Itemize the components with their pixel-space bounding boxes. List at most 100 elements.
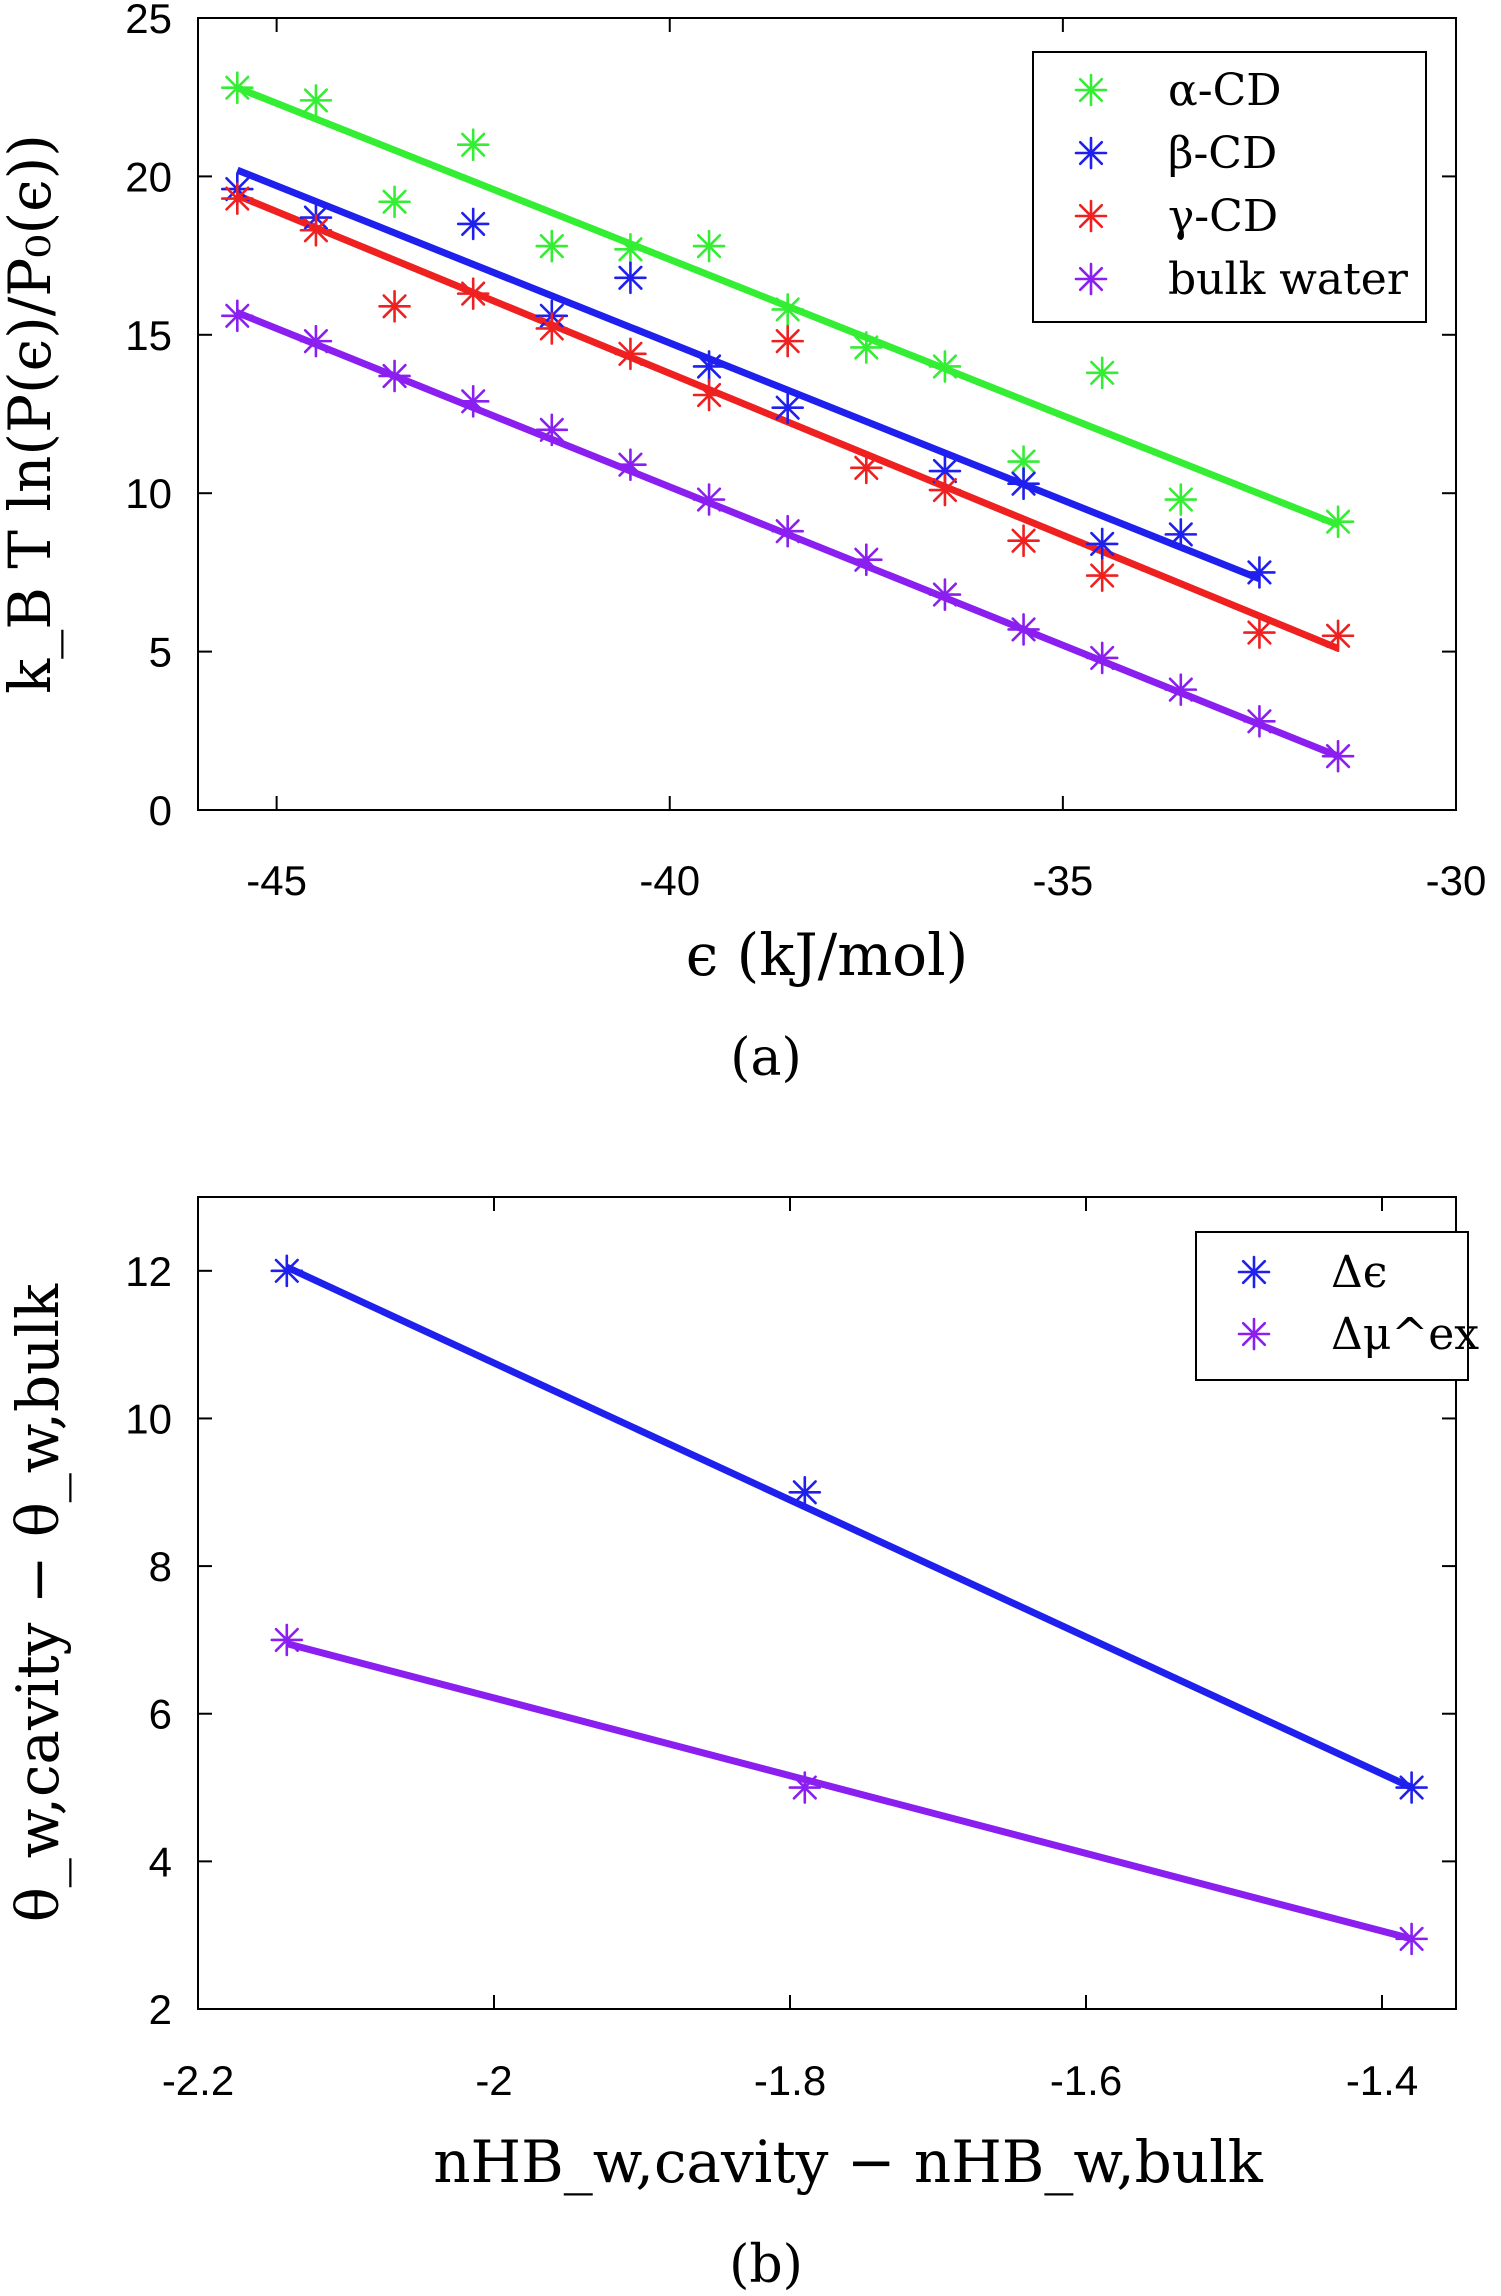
y-axis-label: k_B T ln(P(ϵ)/P₀(ϵ)) <box>0 134 64 694</box>
data-point <box>692 350 726 383</box>
data-point <box>1395 1922 1428 1956</box>
data-point <box>378 289 411 323</box>
data-point <box>1007 524 1040 558</box>
data-point <box>1243 556 1276 589</box>
caption-b: (b) <box>729 2235 803 2295</box>
data-point <box>928 350 962 383</box>
data-point <box>1085 641 1119 675</box>
data-point <box>270 1623 304 1657</box>
data-point <box>771 514 804 548</box>
y-tick-label: 5 <box>149 629 172 676</box>
data-point <box>1243 616 1276 649</box>
data-points <box>221 71 1355 773</box>
tick-marks <box>197 1197 1456 2010</box>
y-tick-label: 10 <box>125 470 172 517</box>
data-point <box>456 277 490 310</box>
x-tick-label: -45 <box>246 857 307 904</box>
data-point <box>771 391 804 424</box>
fit-lines <box>285 1263 1414 1943</box>
legend: α-CD β-CD γ-CD bulk water <box>1032 51 1427 323</box>
legend-marker <box>1074 73 1108 107</box>
data-point <box>928 578 962 611</box>
data-point <box>535 229 569 263</box>
y-tick-label: 0 <box>149 787 172 834</box>
data-point <box>692 483 726 516</box>
data-point <box>692 229 726 263</box>
data-point <box>1164 673 1198 706</box>
y-tick-label: 12 <box>125 1248 172 1295</box>
y-tick-label: 8 <box>149 1543 172 1590</box>
legend-marker <box>1237 1255 1271 1289</box>
data-point <box>1321 619 1355 653</box>
data-point <box>1007 467 1040 500</box>
legend-label: Δμ^ex <box>1331 1309 1479 1360</box>
data-point <box>614 448 647 481</box>
y-tick-label: 6 <box>149 1691 172 1738</box>
data-point <box>299 213 333 247</box>
data-point <box>1321 505 1355 539</box>
data-point <box>456 207 490 241</box>
data-point <box>1085 527 1119 561</box>
data-point <box>1085 356 1119 390</box>
x-tick-label: -2.2 <box>162 2057 234 2104</box>
legend-label: β-CD <box>1168 128 1277 179</box>
data-points <box>270 1254 1428 1956</box>
x-tick-label: -2 <box>475 2057 512 2104</box>
x-axis-label: ϵ (kJ/mol) <box>686 921 969 989</box>
x-tick-label: -40 <box>639 857 700 904</box>
data-point <box>1164 483 1198 516</box>
x-tick-label: -1.6 <box>1050 2057 1122 2104</box>
data-point <box>788 1475 822 1509</box>
y-tick-label: 25 <box>125 0 172 42</box>
x-tick-label: -35 <box>1033 857 1094 904</box>
data-point <box>614 261 647 295</box>
tick-marks <box>198 17 1457 811</box>
legend-label: Δϵ <box>1331 1247 1387 1298</box>
data-point <box>850 451 883 485</box>
data-point <box>788 1771 822 1804</box>
data-point <box>1321 739 1355 773</box>
tick-labels: -45 -40 -35 -30 0 5 10 15 20 25 <box>125 0 1486 904</box>
data-point <box>535 312 569 345</box>
x-tick-label: -30 <box>1426 857 1487 904</box>
data-point <box>614 337 647 371</box>
data-point <box>299 324 333 358</box>
data-point <box>378 359 411 393</box>
y-tick-label: 15 <box>125 312 172 359</box>
data-point <box>1243 704 1276 738</box>
data-point <box>378 185 411 219</box>
legend-box <box>1195 1231 1469 1381</box>
legend-label: bulk water <box>1168 254 1409 305</box>
data-point <box>850 331 883 364</box>
legend-marker <box>1074 136 1108 170</box>
data-point <box>535 413 569 447</box>
data-point <box>771 324 804 358</box>
data-point <box>928 473 962 507</box>
data-point <box>221 71 254 104</box>
data-point <box>1164 518 1198 551</box>
fit-line--0 <box>285 1263 1414 1791</box>
plot-frame <box>197 17 1457 811</box>
legend-marker <box>1074 262 1108 296</box>
legend-marker <box>1074 199 1108 233</box>
y-tick-label: 4 <box>149 1838 172 1885</box>
fit-line--ex1 <box>285 1640 1413 1943</box>
y-tick-label: 10 <box>125 1395 172 1442</box>
data-point <box>221 182 254 215</box>
y-tick-label: 2 <box>149 1986 172 2033</box>
legend: Δϵ Δμ^ex <box>1195 1231 1479 1381</box>
x-tick-label: -1.8 <box>754 2057 826 2104</box>
legend-marker <box>1237 1317 1271 1351</box>
data-point <box>692 378 726 412</box>
y-axis-label: θ_w,cavity − θ_w,bulk <box>4 1283 72 1922</box>
panel-a: -45 -40 -35 -30 0 5 10 15 20 25 k_B T ln(P(ϵ)/P₀(… <box>0 0 1486 1088</box>
plot-frame <box>197 1196 1457 2010</box>
data-point <box>1007 613 1040 646</box>
data-point <box>456 385 490 418</box>
data-point <box>270 1254 304 1288</box>
data-point <box>771 293 804 326</box>
panel-b: -2.2 -2 -1.8 -1.6 -1.4 2 4 6 8 10 12 θ_w,cavity − … <box>4 1196 1479 2295</box>
legend-label: γ-CD <box>1168 191 1278 242</box>
x-axis-label: nHB_w,cavity − nHB_w,bulk <box>433 2128 1263 2196</box>
